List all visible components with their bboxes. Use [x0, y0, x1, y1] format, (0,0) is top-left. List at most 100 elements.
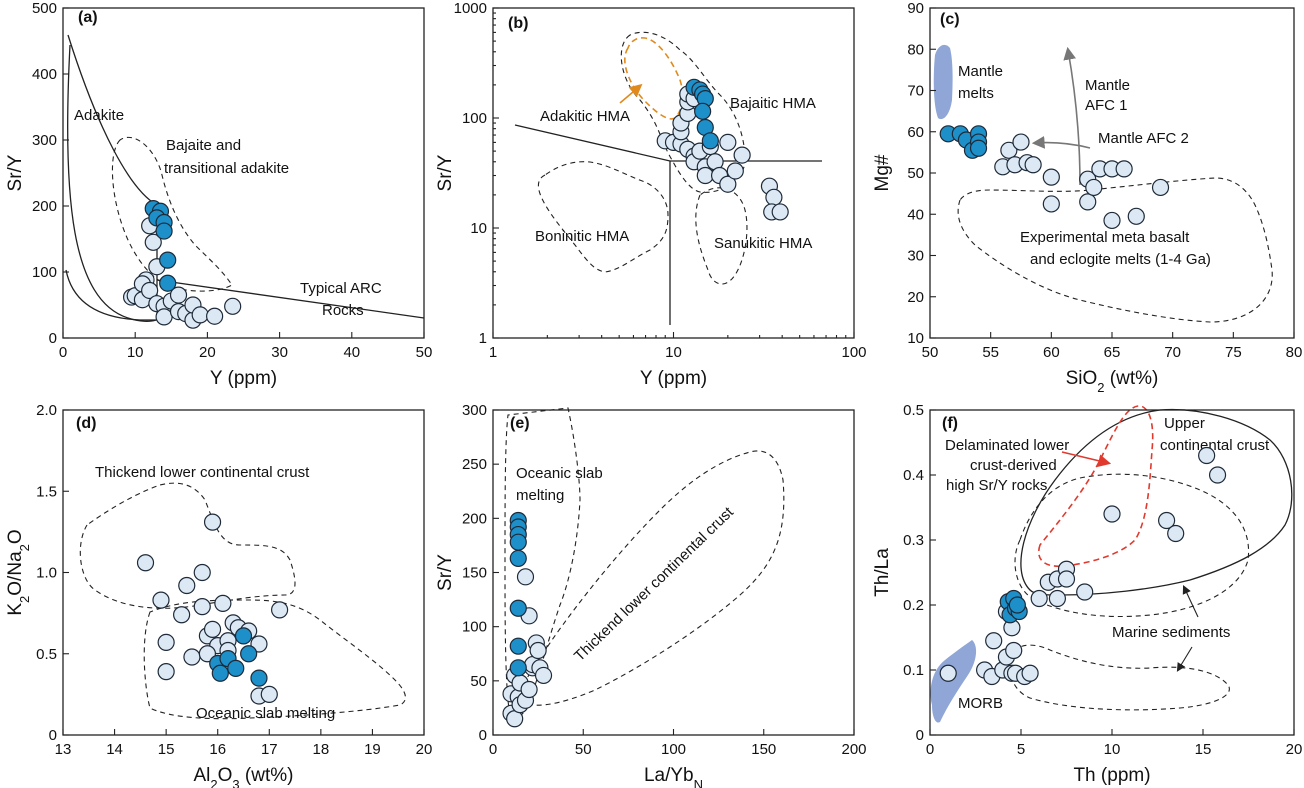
y-tick-label: 100 — [462, 110, 487, 127]
sample-point-light — [1208, 466, 1227, 484]
sample-point-light — [1103, 211, 1121, 230]
sanukitic-hma-field — [695, 187, 748, 285]
delaminated-crust-field — [1038, 405, 1154, 568]
chart-1-marks: 1 10 100 1 10 100 1000 Y (ppm) Sr/Y — [435, 0, 867, 389]
y-tick-label: 0.4 — [903, 467, 924, 484]
panel-b — [514, 31, 822, 325]
x-tick-label: 17 — [261, 741, 278, 758]
sample-point-dark — [234, 627, 253, 645]
y-tick-label: 0 — [479, 727, 487, 744]
sample-point-light — [157, 633, 175, 651]
chart-2-marks: 50 55 60 65 70 75 80 10 20 30 40 50 60 70 80 90 SiO2 (wt… — [872, 0, 1302, 395]
x-tick-label: 100 — [661, 741, 686, 758]
sample-point-light — [144, 233, 162, 251]
y-axis-title: Mg# — [872, 154, 893, 191]
upper-continental-crust-field — [1020, 408, 1293, 596]
y-tick-label: 100 — [462, 619, 487, 636]
chart-5-marks: 0 5 10 15 20 0 0.1 0.2 0.3 0.4 0.5 Th (ppm) Th/La — [872, 402, 1302, 786]
x-tick-label: 70 — [1164, 344, 1181, 361]
adakite-field-boundary — [67, 34, 158, 206]
x-tick-label: 30 — [271, 344, 288, 361]
ann-adakite: Adakite — [74, 107, 124, 124]
x-axis-title: Y (ppm) — [210, 368, 277, 389]
ann-mantle-afc1-2: AFC 1 — [1085, 97, 1128, 114]
oceanic-slab-field — [143, 599, 406, 720]
arc-field-boundary — [65, 210, 158, 321]
y-tick-label: 300 — [32, 132, 57, 149]
y-axis-title: K2O/Na2O — [5, 529, 32, 615]
x-tick-label: 5 — [1017, 741, 1025, 758]
ann-thickend-crust-e: Thickend lower continental crust — [571, 503, 738, 665]
sample-point-light — [1012, 133, 1030, 151]
ann-experimental-2: and eclogite melts (1-4 Ga) — [1030, 251, 1211, 268]
y-tick-label: 40 — [907, 206, 924, 223]
x-axis-title: Al2O3 (wt%) — [194, 765, 294, 788]
y-tick-label: 30 — [907, 248, 924, 265]
y-tick-label: 10 — [470, 220, 487, 237]
panel-letter-e: (e) — [510, 415, 530, 432]
y-tick-label: 0.5 — [903, 402, 924, 419]
sample-point-light — [141, 281, 159, 300]
sample-point-light — [1157, 511, 1176, 530]
ann-oceanic-slab-d: Oceanic slab melting — [196, 705, 335, 722]
y-tick-label: 1000 — [454, 0, 487, 17]
sample-point-light — [765, 188, 783, 206]
sample-point-light — [520, 680, 538, 699]
x-tick-label: 19 — [364, 741, 381, 758]
sample-point-dark — [1008, 596, 1026, 614]
sample-point-light — [1024, 156, 1042, 174]
sample-point-light — [1115, 160, 1133, 178]
y-tick-label: 0.1 — [903, 662, 924, 679]
sample-point-light — [1079, 193, 1097, 211]
x-tick-label: 50 — [575, 741, 592, 758]
x-tick-label: 65 — [1104, 344, 1121, 361]
ann-boninitic-hma: Boninitic HMA — [535, 228, 629, 245]
x-tick-label: 13 — [55, 741, 72, 758]
ann-delaminated-2: crust-derived — [970, 457, 1057, 474]
ann-oceanic-slab-e1: Oceanic slab — [516, 465, 603, 482]
x-tick-label: 20 — [416, 741, 433, 758]
panel-letter-f: (f) — [942, 415, 958, 432]
y-tick-label: 1.5 — [36, 483, 57, 500]
y-tick-label: 20 — [907, 289, 924, 306]
y-tick-label: 1.0 — [36, 565, 57, 582]
sample-point-dark — [509, 533, 527, 551]
ann-oceanic-slab-e2: melting — [516, 487, 564, 504]
y-tick-label: 0 — [49, 330, 57, 347]
sample-point-light — [183, 648, 201, 666]
x-axis-title: SiO2 (wt%) — [1066, 368, 1159, 395]
y-axis-title: Sr/Y — [435, 154, 456, 191]
sample-point-dark — [701, 132, 719, 150]
sample-point-light — [206, 307, 224, 325]
sample-point-light — [1198, 446, 1216, 465]
x-tick-label: 50 — [922, 344, 939, 361]
sample-point-light — [203, 620, 222, 638]
y-tick-label: 1 — [479, 330, 487, 347]
sample-point-light — [155, 308, 173, 326]
sample-point-dark — [509, 549, 527, 568]
ann-rocks: Rocks — [322, 302, 364, 319]
ann-mantle-melts-1: Mantle — [958, 63, 1003, 80]
panel-letter-a: (a) — [78, 9, 98, 26]
y-tick-label: 150 — [462, 565, 487, 582]
ann-typical-arc: Typical ARC — [300, 280, 382, 297]
sample-point-light — [1048, 589, 1067, 608]
panel-a — [65, 34, 425, 322]
sample-point-light — [719, 175, 737, 193]
sample-point-light — [271, 601, 289, 619]
sample-point-light — [178, 576, 196, 595]
mantle-afc2-arrow — [1031, 135, 1091, 149]
panel-letter-d: (d) — [76, 415, 96, 432]
sample-point-light — [1057, 570, 1076, 588]
ann-bajaite-line1: Bajaite and — [166, 137, 241, 154]
x-axis-title: Th (ppm) — [1073, 765, 1150, 786]
sample-point-light — [152, 591, 170, 609]
mantle-afc1-arrow — [1063, 46, 1081, 186]
ann-delaminated-3: high Sr/Y rocks — [946, 477, 1047, 494]
sample-point-light — [529, 641, 547, 660]
sample-point-light — [214, 594, 232, 612]
y-tick-label: 10 — [907, 330, 924, 347]
